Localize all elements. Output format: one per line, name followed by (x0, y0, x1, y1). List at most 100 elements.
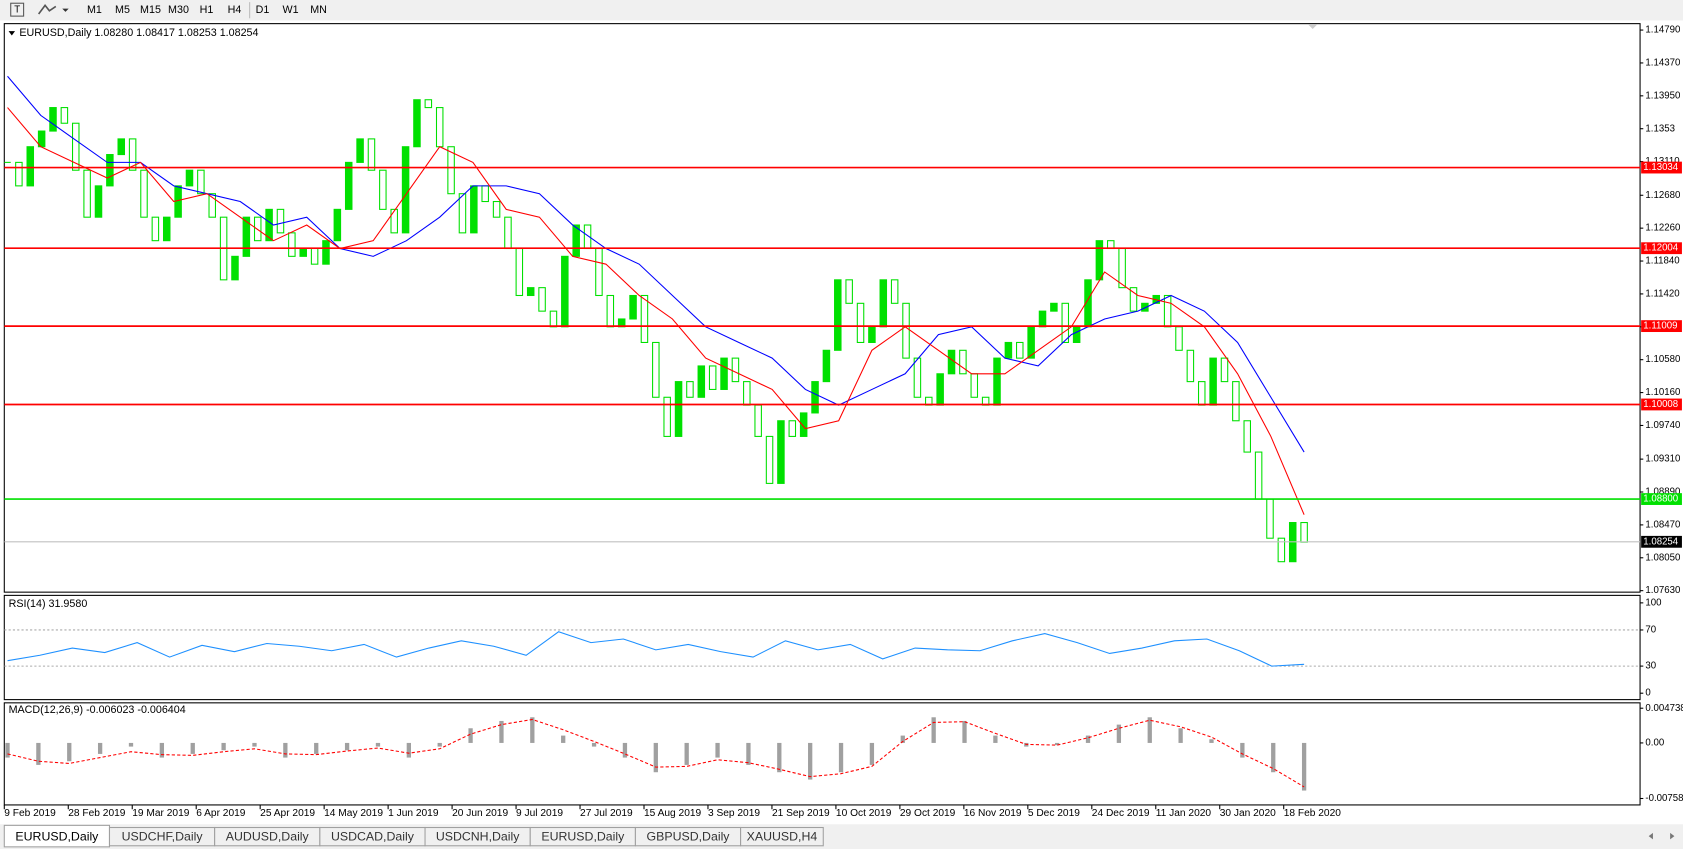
timeframe-button[interactable]: M30 (168, 4, 189, 16)
candle (1232, 381, 1240, 422)
candle (993, 357, 1001, 406)
candle (231, 255, 239, 281)
x-tick-label: 25 Apr 2019 (260, 808, 315, 819)
timeframe-button[interactable]: M15 (140, 4, 161, 16)
candle (913, 357, 922, 398)
candle (492, 200, 501, 218)
rsi-line (7, 631, 1305, 667)
tab-label[interactable]: EURUSD,Daily (15, 829, 99, 843)
x-tick-label: 11 Jan 2020 (1156, 808, 1212, 819)
y-tick-label: 30 (1645, 661, 1656, 672)
macd-bar (437, 742, 442, 747)
macd-bar (1054, 742, 1060, 746)
macd-bar (591, 742, 597, 747)
y-tick-label: 70 (1645, 625, 1656, 636)
candle (720, 357, 728, 390)
objects-icon[interactable] (37, 4, 57, 15)
candle (1197, 381, 1206, 406)
rsi-title: RSI(14) 31.9580 (9, 598, 88, 610)
candle (845, 279, 853, 304)
timeframe-button[interactable]: H1 (200, 4, 214, 16)
candle (344, 161, 353, 210)
candle (185, 169, 194, 187)
candle (401, 146, 410, 234)
macd-signal (7, 718, 1305, 788)
candle (834, 279, 842, 351)
macd-bar (375, 742, 381, 747)
y-tick-label: 1.13950 (1645, 90, 1680, 101)
x-tick-label: 28 Feb 2019 (68, 808, 126, 819)
candle (83, 169, 91, 218)
candle (424, 99, 433, 109)
candle (549, 310, 558, 328)
y-tick-label: 1.08050 (1645, 552, 1680, 563)
tab-label[interactable]: AUDUSD,Daily (226, 829, 310, 843)
tab-label[interactable]: USDCNH,Daily (436, 829, 520, 843)
candle (754, 404, 762, 437)
timeframe-button[interactable]: M5 (115, 4, 130, 16)
macd-bar (97, 742, 103, 754)
candle (1095, 240, 1104, 281)
candle (276, 208, 285, 234)
x-tick-label: 29 Oct 2019 (900, 808, 956, 819)
candle (1141, 302, 1149, 312)
macd-bar (283, 742, 288, 758)
macd-bar (67, 742, 72, 762)
level-label: 1.08254 (1643, 536, 1679, 547)
candle (15, 161, 23, 187)
candle (60, 107, 69, 124)
candle (595, 247, 603, 297)
rsi-pane (3, 594, 1641, 701)
y-tick-label: 1.12260 (1645, 223, 1680, 234)
tab-label[interactable]: USDCHF,Daily (122, 829, 204, 843)
candle (1266, 498, 1274, 539)
tab-label[interactable]: EURUSD,Daily (541, 829, 625, 843)
macd-bar (622, 742, 628, 758)
x-tick-label: 19 Mar 2019 (132, 808, 189, 819)
y-tick-label: -0.007584 (1645, 793, 1683, 804)
text-tool-glyph: T (14, 5, 20, 16)
y-tick-label: 1.09740 (1645, 420, 1680, 431)
tab-label[interactable]: XAUUSD,H4 (747, 829, 818, 843)
y-tick-label: 1.11420 (1645, 288, 1679, 299)
candle (629, 294, 637, 320)
tab-label[interactable]: GBPUSD,Daily (647, 829, 731, 843)
candle (390, 208, 398, 234)
candle (1209, 357, 1217, 406)
candle (447, 146, 455, 195)
timeframe-button[interactable]: D1 (256, 4, 270, 16)
candle (572, 224, 580, 257)
macd-bar (808, 742, 813, 780)
candle (686, 381, 694, 398)
candle (1118, 247, 1126, 289)
candle (1186, 349, 1195, 383)
candle (265, 208, 273, 242)
timeframe-button[interactable]: W1 (283, 4, 299, 16)
x-tick-label: 21 Sep 2019 (772, 808, 830, 819)
y-tick-label: 1.14370 (1645, 57, 1680, 68)
timeframe-button[interactable]: H4 (228, 4, 242, 16)
y-tick-label: 1.1353 (1645, 123, 1675, 134)
text-tool-icon[interactable] (10, 2, 25, 17)
macd-bar (36, 742, 41, 765)
tab-label[interactable]: USDCAD,Daily (331, 829, 415, 843)
y-tick-label: 1.07630 (1645, 585, 1680, 596)
macd-bar (715, 742, 720, 758)
timeframe-button[interactable]: M1 (87, 4, 102, 16)
timeframe-button[interactable]: MN (310, 4, 327, 16)
candle (811, 381, 819, 414)
level-label: 1.13034 (1643, 162, 1679, 173)
tab[interactable] (740, 826, 824, 847)
moving-average (7, 107, 1305, 515)
candle (788, 420, 797, 437)
macd-bar (746, 742, 751, 765)
dropdown-icon[interactable] (62, 8, 69, 12)
candle (1072, 326, 1081, 344)
candle (1300, 522, 1308, 543)
candle (94, 185, 103, 218)
macd-bar (900, 735, 905, 743)
candle (606, 294, 615, 328)
macd-bar (561, 735, 566, 743)
candle (868, 326, 876, 344)
